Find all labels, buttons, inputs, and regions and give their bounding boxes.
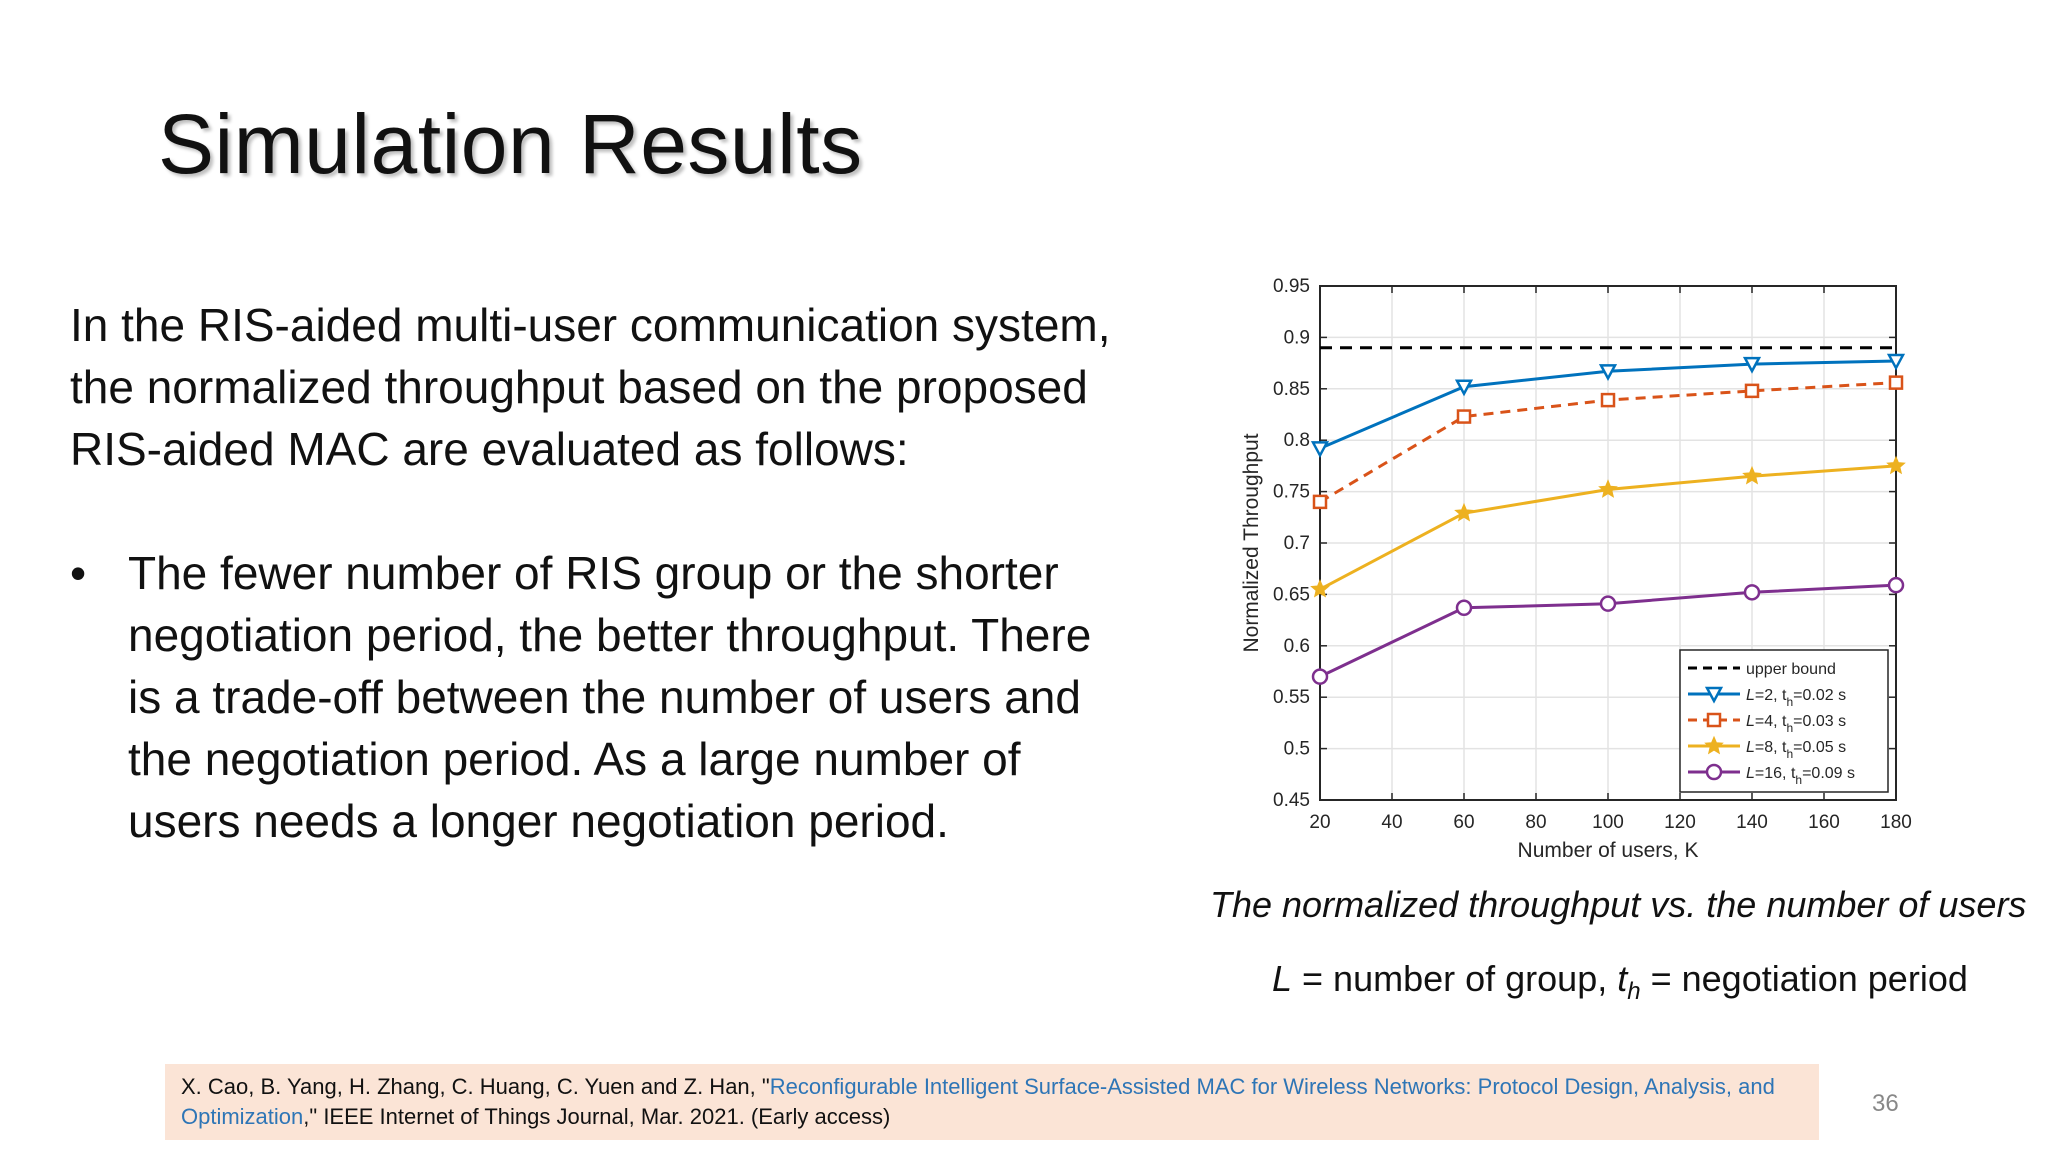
t-subscript: h (1627, 978, 1641, 1005)
legend-label-subscript: h (1786, 721, 1793, 735)
reference-prefix: X. Cao, B. Yang, H. Zhang, C. Huang, C. … (181, 1074, 770, 1099)
legend-label: L=4, th=0.03 s (1746, 713, 1846, 735)
y-tick-label: 0.5 (1284, 739, 1310, 760)
legend-label-value: =0.02 s (1793, 687, 1846, 704)
reference-link[interactable]: Reconfigurable Intelligent Surface-Assis… (181, 1074, 1775, 1129)
legend-label-subscript: h (1786, 747, 1793, 761)
legend-label-text: =2, t (1755, 687, 1787, 704)
data-point-marker (1888, 375, 1904, 390)
t-definition: = negotiation period (1640, 958, 1968, 999)
data-point-marker (1744, 383, 1760, 399)
y-tick-label: 0.8 (1284, 430, 1310, 451)
throughput-chart-svg: 20 40 60 80 100 120 140 160 180 0.45 0.5 0.55 0.6 0.6… (1240, 276, 1912, 862)
reference-suffix: ," IEEE Internet of Things Journal, Mar.… (303, 1104, 891, 1129)
x-tick-label: 80 (1525, 812, 1546, 833)
figure-caption: The normalized throughput vs. the number… (1210, 884, 2027, 925)
legend-label: L=2, th=0.02 s (1746, 687, 1846, 709)
legend-label-value: =0.05 s (1793, 739, 1846, 756)
x-tick-label: 40 (1381, 812, 1402, 833)
symbol-definition-note: L = number of group, th = negotiation pe… (1272, 958, 1968, 1006)
x-tick-label: 160 (1808, 812, 1840, 833)
intro-line: the normalized throughput based on the p… (70, 361, 1088, 413)
data-point-marker (1311, 668, 1329, 685)
y-tick-label: 0.65 (1273, 584, 1310, 605)
x-axis-label: Number of users, K (1518, 839, 1699, 862)
axes-box (1319, 285, 1897, 801)
legend-label: L=16, th=0.09 s (1746, 765, 1855, 787)
data-point-marker (1598, 479, 1618, 498)
legend-label-value: =0.03 s (1793, 713, 1846, 730)
page-number: 36 (1872, 1090, 1899, 1117)
legend-label-symbol: L (1746, 739, 1755, 756)
legend-label-subscript: h (1786, 695, 1793, 709)
legend-label-value: =0.09 s (1802, 765, 1855, 782)
throughput-chart: 20 40 60 80 100 120 140 160 180 0.45 0.5 0.55 0.6 0.6… (1220, 270, 1980, 880)
data-point-marker (1887, 576, 1905, 594)
data-point-marker (1886, 455, 1906, 475)
l-symbol: L (1272, 958, 1293, 999)
data-point-marker (1455, 599, 1473, 617)
l-definition: = number of group, (1292, 958, 1618, 999)
legend-label-subscript: h (1795, 773, 1802, 787)
data-point-marker (1310, 579, 1330, 598)
y-tick-label: 0.6 (1284, 636, 1310, 657)
legend-label-text: =8, t (1755, 739, 1787, 756)
y-tick-label: 0.75 (1273, 482, 1310, 503)
x-tick-label: 60 (1453, 812, 1474, 833)
data-point-marker (1743, 584, 1761, 601)
bullet-line: negotiation period, the better throughpu… (128, 609, 1092, 661)
legend-label-symbol: L (1746, 765, 1755, 782)
bullet-icon: • (70, 547, 87, 599)
legend-label-symbol: L (1746, 713, 1755, 730)
data-point-marker (1599, 595, 1617, 612)
data-point-marker (1600, 392, 1616, 408)
bullet-line: the negotiation period. As a large numbe… (128, 733, 1021, 785)
reference-box: X. Cao, B. Yang, H. Zhang, C. Huang, C. … (165, 1064, 1819, 1140)
y-axis-label: Normalized Throughput (1240, 433, 1263, 652)
data-point-marker (1598, 364, 1618, 381)
data-point-marker (1454, 502, 1474, 522)
data-point-marker (1312, 494, 1328, 510)
bullet-line: is a trade-off between the number of use… (128, 671, 1081, 723)
y-tick-label: 0.95 (1273, 276, 1310, 297)
legend-marker (1705, 763, 1723, 781)
bullet-line: The fewer number of RIS group or the sho… (128, 547, 1059, 599)
x-tick-label: 20 (1309, 812, 1330, 833)
bullet-line: users needs a longer negotiation period. (128, 795, 949, 847)
slide-title: Simulation Results (158, 97, 863, 191)
legend-marker (1704, 735, 1724, 755)
legend-label-text: =16, t (1755, 765, 1796, 782)
legend-label-text: =4, t (1755, 713, 1787, 730)
data-point-marker (1742, 356, 1762, 374)
x-tick-label: 140 (1736, 812, 1768, 833)
intro-line: In the RIS-aided multi-user communicatio… (70, 299, 1111, 351)
y-tick-label: 0.55 (1273, 687, 1310, 708)
legend-marker (1704, 686, 1724, 704)
data-point-marker (1742, 465, 1762, 485)
legend-label: upper bound (1746, 661, 1836, 678)
data-point-marker (1310, 441, 1330, 459)
x-tick-label: 180 (1880, 812, 1912, 833)
data-point-marker (1886, 353, 1906, 371)
bullet-text: The fewer number of RIS group or the sho… (128, 542, 1091, 852)
y-tick-label: 0.85 (1273, 379, 1310, 400)
legend-label: L=8, th=0.05 s (1746, 739, 1846, 761)
intro-paragraph: In the RIS-aided multi-user communicatio… (70, 294, 1180, 480)
x-tick-label: 120 (1664, 812, 1696, 833)
y-tick-label: 0.9 (1284, 327, 1310, 348)
legend-label-symbol: L (1746, 687, 1755, 704)
data-point-marker (1456, 409, 1472, 424)
t-symbol: t (1617, 958, 1628, 999)
y-tick-label: 0.7 (1284, 533, 1310, 554)
x-tick-label: 100 (1592, 812, 1624, 833)
legend-marker (1706, 712, 1722, 728)
y-tick-label: 0.45 (1273, 790, 1310, 811)
intro-line: RIS-aided MAC are evaluated as follows: (70, 423, 909, 475)
data-point-marker (1454, 379, 1474, 397)
